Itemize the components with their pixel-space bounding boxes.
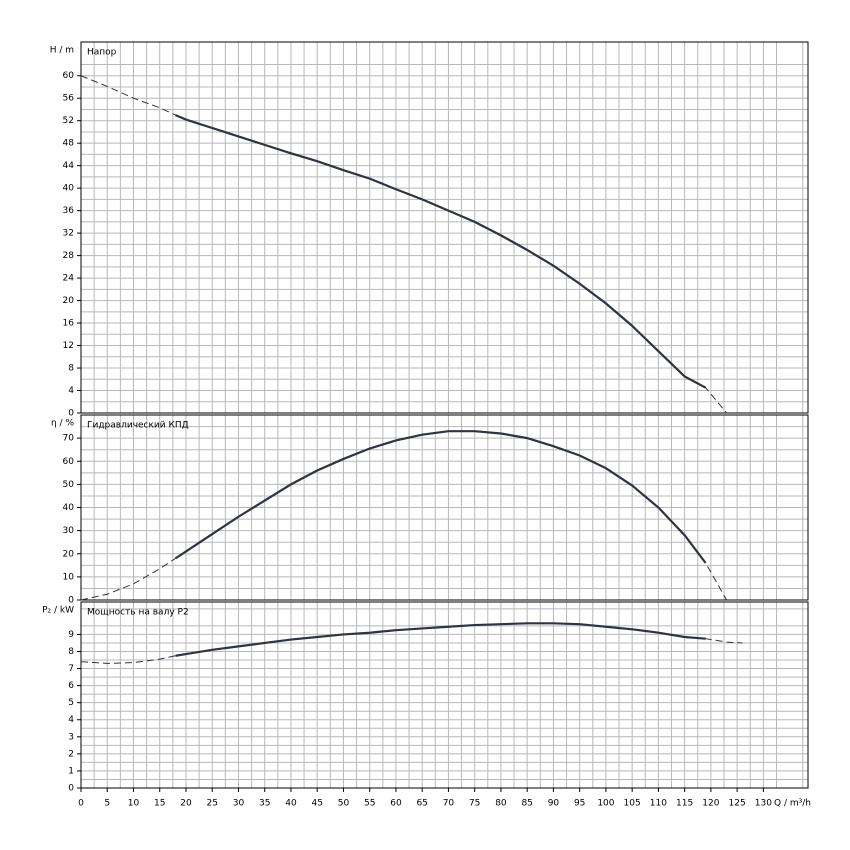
y-tick-label: 8: [68, 364, 74, 374]
panel-title: Напор: [87, 48, 117, 58]
y-tick-label: 6: [68, 681, 74, 691]
y-tick-label: 12: [63, 341, 74, 351]
y-axis-label: P₂ / kW: [42, 606, 74, 616]
y-tick-label: 40: [63, 503, 75, 513]
y-tick-label: 20: [63, 549, 75, 559]
x-tick-label: 115: [676, 799, 693, 809]
y-tick-label: 4: [68, 715, 74, 725]
x-tick-label: 110: [650, 799, 667, 809]
y-tick-label: 36: [63, 206, 75, 216]
y-tick-label: 52: [63, 116, 74, 126]
x-tick-label: 0: [78, 799, 84, 809]
x-tick-label: 70: [443, 799, 455, 809]
x-tick-label: 75: [469, 799, 480, 809]
y-axis-label: H / m: [50, 46, 74, 56]
curve-solid: [175, 622, 706, 657]
panel-title: Гидравлический КПД: [87, 421, 189, 431]
y-tick-label: 44: [63, 161, 75, 171]
x-tick-label: 80: [495, 799, 507, 809]
y-tick-label: 10: [63, 572, 75, 582]
y-tick-label: 16: [63, 319, 75, 329]
x-tick-label: 50: [338, 799, 350, 809]
plot-frame: [80, 414, 809, 601]
x-tick-label: 10: [128, 799, 140, 809]
x-tick-label: 30: [233, 799, 245, 809]
x-tick-label: 60: [390, 799, 402, 809]
x-tick-label: 20: [180, 799, 192, 809]
y-tick-label: 70: [63, 434, 75, 444]
y-tick-label: 50: [63, 480, 75, 490]
x-tick-label: 45: [311, 799, 322, 809]
x-tick-label: 55: [364, 799, 375, 809]
y-tick-label: 7: [68, 664, 74, 674]
x-tick-label: 95: [574, 799, 585, 809]
y-tick-label: 24: [63, 274, 75, 284]
y-tick-label: 60: [63, 71, 75, 81]
curve-solid: [175, 114, 707, 389]
y-tick-label: 0: [68, 784, 74, 794]
x-tick-label: 25: [207, 799, 218, 809]
x-tick-label: 130: [755, 799, 772, 809]
y-tick-label: 9: [68, 630, 74, 640]
y-tick-label: 30: [63, 526, 75, 536]
y-tick-label: 5: [68, 698, 74, 708]
x-tick-label: 5: [104, 799, 110, 809]
curve-dashed: [80, 430, 728, 601]
y-tick-label: 3: [68, 732, 74, 742]
curve-solid: [174, 430, 707, 564]
plot-frame: [80, 601, 809, 789]
x-tick-label: 90: [548, 799, 560, 809]
y-tick-label: 28: [63, 251, 75, 261]
panel-title: Мощность на валу P2: [87, 608, 189, 618]
x-tick-label: 35: [259, 799, 270, 809]
x-tick-label: 65: [416, 799, 427, 809]
x-tick-label: 100: [597, 799, 614, 809]
y-tick-label: 1: [68, 766, 74, 776]
y-tick-label: 4: [68, 386, 74, 396]
y-tick-label: 8: [68, 647, 74, 657]
y-tick-label: 48: [63, 139, 75, 149]
x-tick-label: 125: [729, 799, 746, 809]
x-tick-label: 105: [624, 799, 641, 809]
y-tick-label: 2: [68, 749, 74, 759]
x-tick-label: 40: [285, 799, 297, 809]
x-tick-label: 15: [154, 799, 165, 809]
y-tick-label: 56: [63, 94, 75, 104]
y-tick-label: 40: [63, 184, 75, 194]
x-tick-label: 85: [521, 799, 532, 809]
plot-frame: [80, 41, 809, 414]
y-tick-label: 20: [63, 296, 75, 306]
y-axis-label: η / %: [51, 419, 74, 429]
y-tick-label: 0: [68, 409, 74, 419]
y-tick-label: 32: [63, 229, 74, 239]
y-tick-label: 60: [63, 457, 75, 467]
x-axis-label: Q / m³/h: [774, 799, 811, 809]
x-tick-label: 120: [702, 799, 719, 809]
y-tick-label: 0: [68, 596, 74, 606]
